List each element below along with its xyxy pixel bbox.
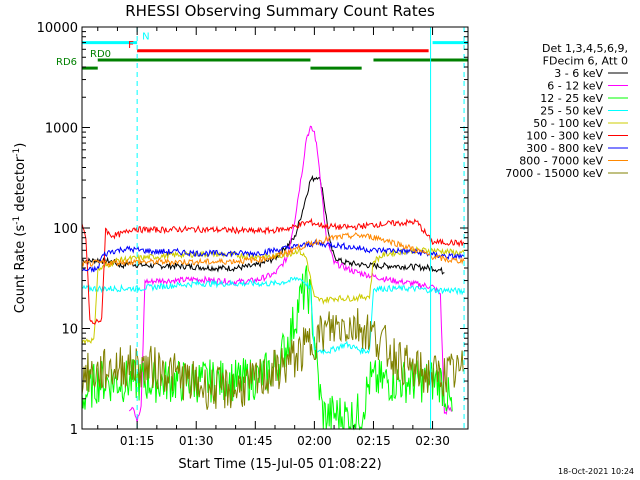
state-label-RD0: RD0 [90, 49, 111, 60]
legend-label-7: 800 - 7000 keV [519, 155, 603, 168]
legend-label-2: 12 - 25 keV [540, 92, 603, 105]
legend-label-3: 25 - 50 keV [540, 105, 603, 118]
plot-area [81, 125, 465, 431]
state-bars: NF RD0 RD6 [56, 32, 468, 70]
legend-label-4: 50 - 100 keV [533, 117, 603, 130]
y-tick-label-4: 10000 [37, 21, 78, 36]
x-axis: 01:15 01:30 01:45 02:00 02:15 02:30 [97, 27, 450, 448]
legend-label-8: 7000 - 15000 keV [505, 167, 603, 180]
footer-timestamp: 18-Oct-2021 10:24 [558, 467, 634, 476]
y-tick-label-2: 100 [53, 222, 78, 237]
x-tick-label-1: 01:30 [179, 434, 214, 448]
state-label-RD6: RD6 [56, 57, 77, 68]
y-axis-label: Count Rate (s-1 detector-1) [12, 143, 28, 314]
series-line-8 [81, 308, 465, 410]
x-tick-label-5: 02:30 [415, 434, 450, 448]
legend-label-1: 6 - 12 keV [547, 80, 603, 93]
chart-title: RHESSI Observing Summary Count Rates [125, 2, 435, 20]
series-line-1 [128, 125, 453, 423]
legend-header-1: FDecim 6, Att 0 [543, 55, 628, 68]
state-label-F: F [128, 40, 134, 51]
y-tick-label-3: 1000 [45, 122, 78, 137]
legend-label-0: 3 - 6 keV [554, 67, 603, 80]
x-tick-label-2: 01:45 [238, 434, 273, 448]
y-axis: 1 10 100 1000 10000 [37, 21, 468, 438]
legend-header-0: Det 1,3,4,5,6,9, [542, 42, 628, 55]
legend: Det 1,3,4,5,6,9,FDecim 6, Att 03 - 6 keV… [505, 42, 628, 180]
series-line-0 [81, 174, 445, 275]
series-line-7 [81, 232, 465, 268]
legend-label-5: 100 - 300 keV [526, 130, 603, 143]
x-tick-label-3: 02:00 [297, 434, 332, 448]
state-label-N: N [142, 32, 149, 43]
y-tick-label-1: 10 [61, 323, 78, 338]
y-tick-label-0: 1 [70, 423, 78, 438]
x-tick-label-0: 01:15 [120, 434, 155, 448]
series-line-2 [81, 265, 453, 431]
series-line-3 [81, 276, 465, 356]
series-line-6 [81, 238, 465, 273]
legend-label-6: 300 - 800 keV [526, 142, 603, 155]
x-axis-label: Start Time (15-Jul-05 01:08:22) [178, 457, 381, 472]
series-line-5 [81, 217, 465, 326]
x-tick-label-4: 02:15 [356, 434, 391, 448]
